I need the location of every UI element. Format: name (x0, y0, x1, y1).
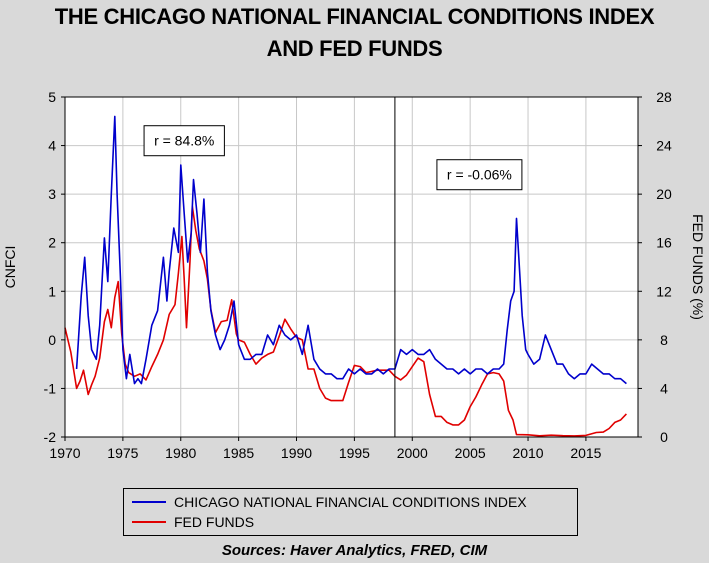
y-left-tick-label: 1 (48, 283, 56, 299)
x-tick-label: 1975 (107, 445, 138, 461)
legend-label-cnfci: CHICAGO NATIONAL FINANCIAL CONDITIONS IN… (174, 494, 527, 510)
y-left-tick-label: 2 (48, 235, 56, 251)
annotation-label-0: r = 84.8% (154, 133, 214, 149)
x-tick-label: 1970 (49, 445, 80, 461)
legend-item-cnfci: CHICAGO NATIONAL FINANCIAL CONDITIONS IN… (132, 492, 527, 512)
x-tick-label: 1980 (165, 445, 196, 461)
chart-title-line1: THE CHICAGO NATIONAL FINANCIAL CONDITION… (54, 4, 655, 29)
legend: CHICAGO NATIONAL FINANCIAL CONDITIONS IN… (123, 488, 578, 536)
x-tick-label: 1990 (281, 445, 312, 461)
series-layer (64, 115, 627, 437)
legend-item-fedfunds: FED FUNDS (132, 512, 254, 532)
x-tick-label: 1995 (339, 445, 370, 461)
y-right-tick-label: 24 (656, 138, 672, 154)
y-left-tick-label: -1 (44, 380, 57, 396)
y-axis-left-title: CNFCI (2, 246, 18, 289)
y-left-tick-label: 5 (48, 89, 56, 105)
y-left-tick-label: -2 (44, 429, 57, 445)
x-tick-label: 2010 (512, 445, 543, 461)
legend-swatch-fedfunds (132, 521, 166, 523)
x-tick-label: 1985 (223, 445, 254, 461)
legend-label-fedfunds: FED FUNDS (174, 514, 255, 530)
annotation-label-1: r = -0.06% (447, 167, 512, 183)
y-right-tick-label: 8 (660, 332, 668, 348)
y-right-tick-label: 0 (660, 429, 668, 445)
y-right-tick-label: 12 (656, 283, 672, 299)
y-left-tick-label: 3 (48, 186, 56, 202)
legend-swatch-cnfci (132, 501, 166, 503)
y-axis-right-title: FED FUNDS (%) (690, 214, 706, 320)
y-left-tick-label: 4 (48, 138, 56, 154)
plot-frame (64, 96, 639, 438)
source-note: Sources: Haver Analytics, FRED, CIM (221, 542, 488, 559)
y-right-tick-label: 16 (656, 235, 672, 251)
annotation-layer: r = 84.8% r = -0.06% (143, 125, 523, 191)
x-tick-label: 2015 (570, 445, 601, 461)
annotation-box-1 (436, 159, 523, 191)
y-right-tick-label: 4 (660, 380, 668, 396)
chart-title-line2: AND FED FUNDS (266, 36, 443, 61)
y-right-tick-label: 20 (656, 186, 672, 202)
annotation-box-0 (143, 125, 225, 157)
y-left-tick-label: 0 (48, 332, 56, 348)
x-tick-label: 2005 (455, 445, 486, 461)
x-tick-label: 2000 (397, 445, 428, 461)
y-right-tick-label: 28 (656, 89, 672, 105)
series-line-cnfci (75, 115, 627, 385)
